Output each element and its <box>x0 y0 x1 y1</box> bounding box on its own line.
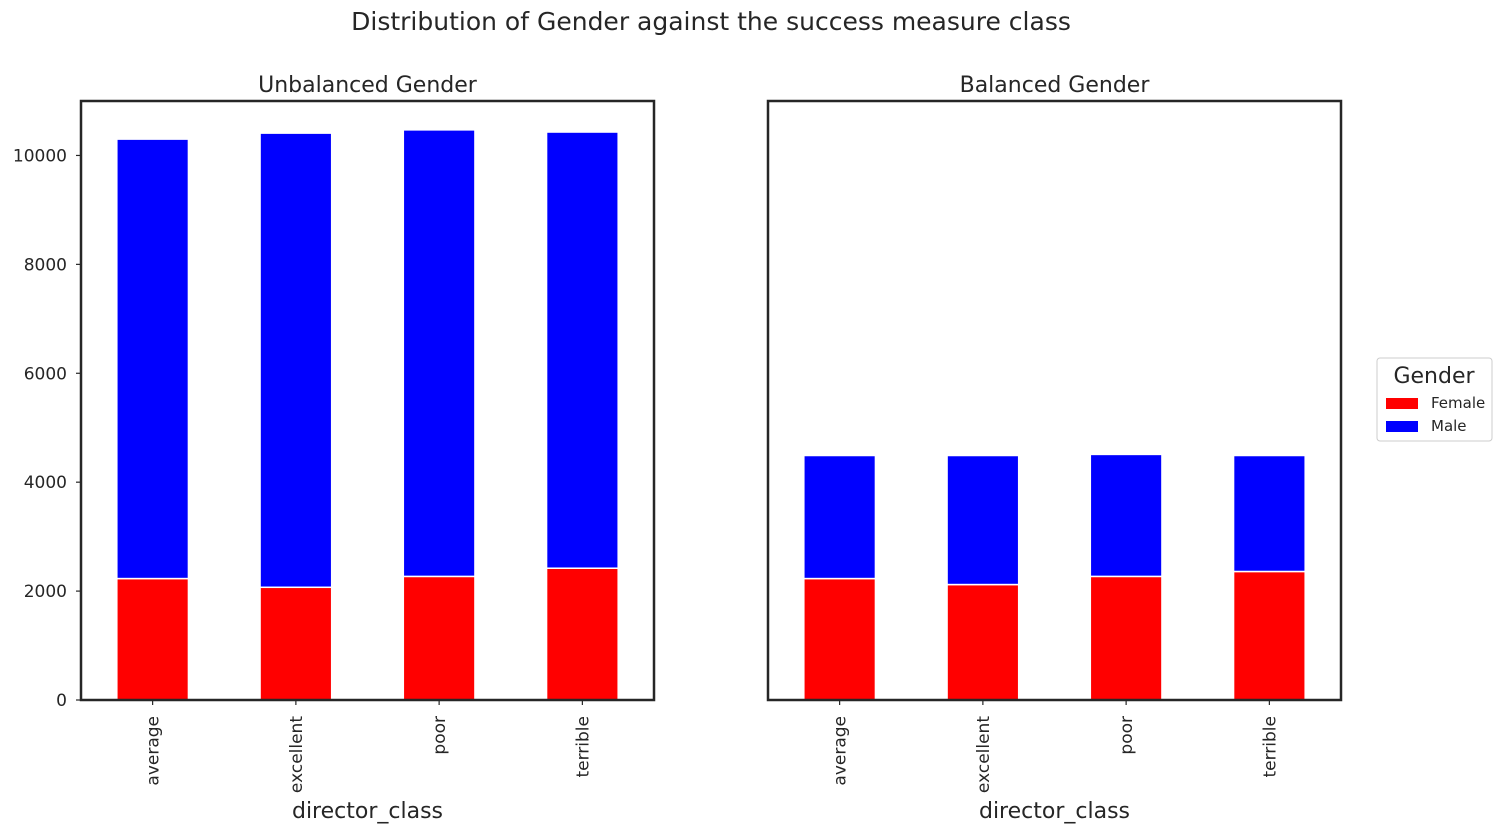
x-tick-label: poor <box>1117 716 1137 755</box>
x-axis-label: director_class <box>292 799 443 824</box>
bar-female-excellent <box>946 583 1020 701</box>
x-tick-label: average <box>831 716 851 786</box>
legend-swatch-female <box>1386 398 1418 409</box>
axes-frame <box>79 99 656 702</box>
y-tick-label: 8000 <box>24 255 67 275</box>
bar-male-terrible <box>545 131 619 569</box>
y-tick-label: 4000 <box>24 473 67 493</box>
bar-male-average <box>116 138 190 580</box>
panel-1: Unbalanced Gender average excellent poor ter… <box>13 73 656 824</box>
x-tick-label: poor <box>430 716 450 755</box>
y-tick-label: 6000 <box>24 364 67 384</box>
bar-female-terrible <box>1232 570 1306 701</box>
bar-female-poor <box>1089 575 1163 701</box>
x-tick-label: terrible <box>1260 716 1280 778</box>
bar-male-excellent <box>259 132 333 589</box>
axes-frame <box>766 99 1343 702</box>
bar-male-poor <box>1089 453 1163 578</box>
bar-female-average <box>803 577 877 701</box>
x-tick-label: average <box>144 716 164 786</box>
legend-title: Gender <box>1393 364 1475 389</box>
panel-title: Balanced Gender <box>960 73 1151 98</box>
bar-male-excellent <box>946 454 1020 586</box>
bar-female-terrible <box>545 567 619 701</box>
x-axis-label: director_class <box>979 799 1130 824</box>
legend-frame <box>1376 357 1493 442</box>
bar-male-terrible <box>1232 454 1306 573</box>
y-tick-label: 10000 <box>13 146 67 166</box>
x-tick-label: excellent <box>287 716 307 793</box>
x-tick-label: excellent <box>974 716 994 793</box>
panel-title: Unbalanced Gender <box>258 73 478 98</box>
legend: Gender Female Male <box>1376 357 1493 442</box>
y-tick-label: 0 <box>56 691 67 711</box>
legend-label-male: Male <box>1431 417 1467 435</box>
bar-female-average <box>116 577 190 701</box>
bar-male-average <box>803 454 877 580</box>
bar-male-poor <box>402 129 476 578</box>
x-tick-label: terrible <box>573 716 593 778</box>
figure-title: Distribution of Gender against the succe… <box>351 7 1071 36</box>
legend-swatch-male <box>1386 421 1418 432</box>
bar-female-excellent <box>259 586 333 701</box>
y-tick-label: 2000 <box>24 582 67 602</box>
bar-female-poor <box>402 575 476 701</box>
panel-2: Balanced Gender average excellent poor terri… <box>766 73 1343 824</box>
legend-label-female: Female <box>1431 394 1485 412</box>
